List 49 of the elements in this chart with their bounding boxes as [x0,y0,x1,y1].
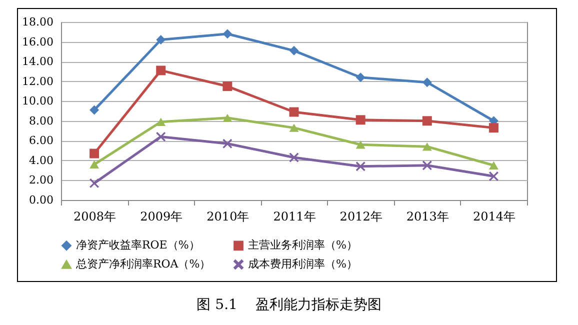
point [90,178,100,188]
point [156,35,166,45]
point [356,140,366,149]
point [289,107,299,117]
point [422,116,432,126]
point [90,105,100,115]
x-tick-label: 2013年 [406,210,449,224]
point [422,160,432,170]
y-tick-label: 8.00 [29,114,54,128]
point [422,142,432,151]
point [289,152,299,162]
point [222,114,232,122]
point [356,162,366,172]
legend-label: 总资产净利润率ROA（%） [75,258,211,270]
legend-label: 成本费用利润率（%） [248,258,358,270]
point [289,124,299,132]
point [222,138,232,148]
caption: 图 5.1 盈利能力指标走势图 [196,296,382,314]
point [289,46,299,56]
x-tick-label: 2010年 [206,210,250,224]
y-tick-label: 0.00 [29,194,54,206]
point [488,123,498,133]
x-tick-label: 2011年 [273,210,316,224]
x-tick-label: 2012年 [340,210,382,224]
point [90,160,100,169]
legend-label: 主营业务利润率（%） [248,238,358,252]
y-tick-label: 10.00 [22,94,54,108]
point [422,78,432,88]
point [488,161,498,170]
y-tick-label: 16.00 [22,35,54,48]
legend-label: 净资产收益率ROE（%） [76,238,200,252]
y-tick-label: 14.00 [22,55,54,68]
point [156,118,166,126]
point [90,148,100,158]
y-tick-label: 12.00 [22,74,54,88]
x-tick-label: 2014年 [472,210,516,224]
point [156,132,166,142]
y-tick-label: 18.00 [22,16,54,28]
x-tick-label: 2009年 [140,210,183,224]
point [356,115,366,125]
y-tick-label: 6.00 [29,134,54,148]
y-tick-label: 2.00 [29,174,54,187]
point [222,29,232,39]
y-tick-label: 4.00 [29,154,54,167]
point [222,82,232,92]
point [156,66,166,76]
point [356,72,366,82]
point [488,172,498,182]
x-tick-label: 2008年 [74,210,116,224]
